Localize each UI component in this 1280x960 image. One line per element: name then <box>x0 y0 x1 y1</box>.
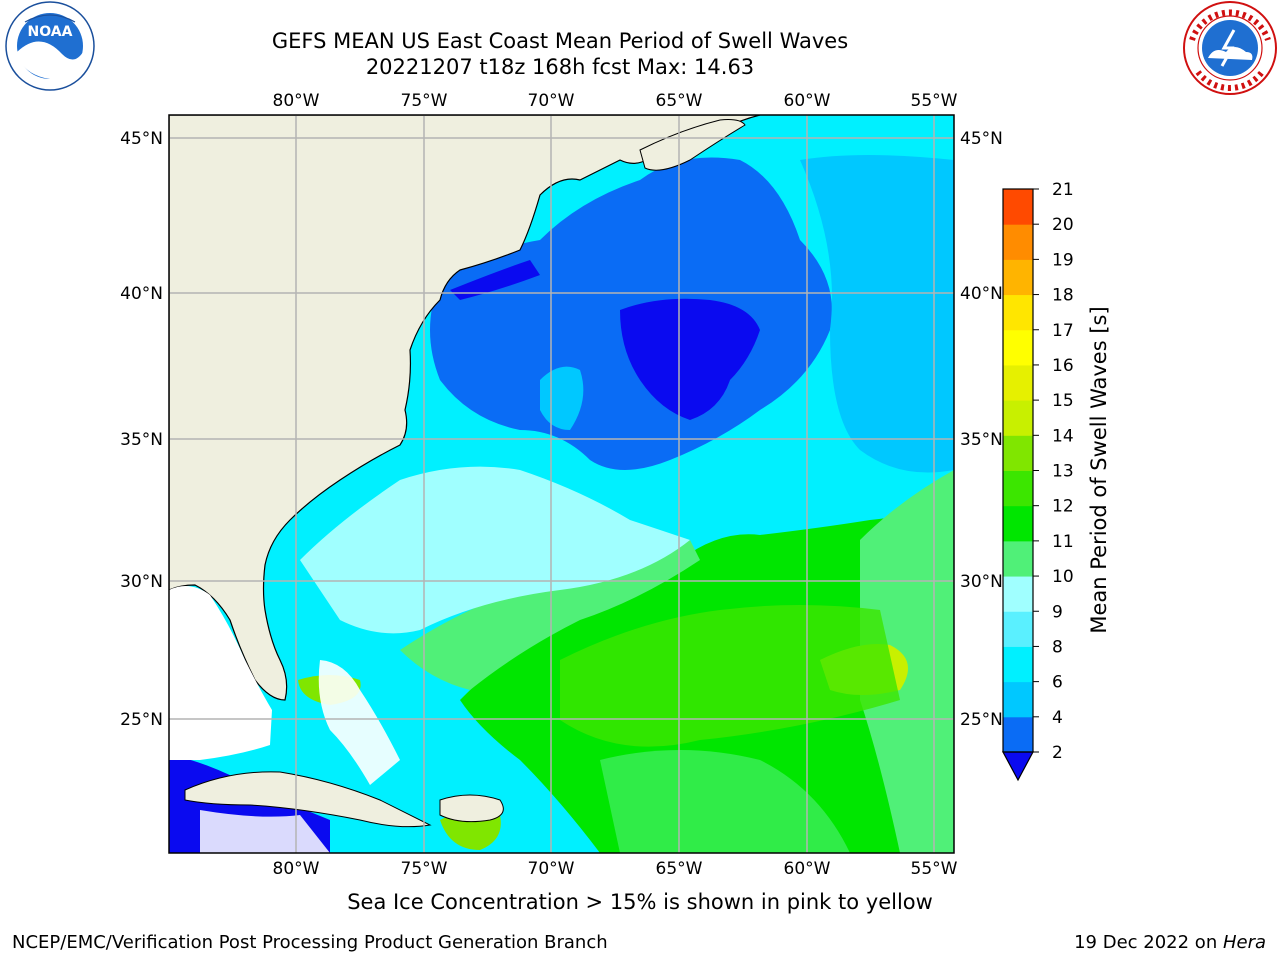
lat-label-left: 40°N <box>120 284 163 304</box>
footer-credit: NCEP/EMC/Verification Post Processing Pr… <box>12 932 608 953</box>
lon-label-bottom: 60°W <box>784 859 831 879</box>
chart-subtitle: 20221207 t18z 168h fcst Max: 14.63 <box>365 55 755 79</box>
colorbar-tick-label: 8 <box>1052 637 1063 657</box>
lon-label-bottom: 55°W <box>911 859 958 879</box>
lon-label-bottom: 65°W <box>656 859 703 879</box>
colorbar-tick-label: 15 <box>1052 391 1074 411</box>
colorbar-segment <box>1003 646 1033 683</box>
colorbar-segment <box>1003 611 1033 647</box>
colorbar: 2 4 6 8 9 10 11 12 13 14 15 16 17 18 19 20 21 <box>1001 180 1074 782</box>
colorbar-segment <box>1003 505 1033 542</box>
swell-zone-9-10s-east <box>860 470 954 853</box>
colorbar-tick-label: 21 <box>1052 180 1074 200</box>
colorbar-tick-label: 11 <box>1052 532 1074 552</box>
lat-label-right: 25°N <box>960 710 1003 730</box>
colorbar-segment <box>1003 294 1033 331</box>
colorbar-segment <box>1003 540 1033 577</box>
map-frame <box>168 114 955 854</box>
land-hispaniola <box>439 794 504 823</box>
land-us-east-coast <box>169 115 761 701</box>
colorbar-label: Mean Period of Swell Waves [s] <box>1087 306 1111 633</box>
land-cuba <box>184 771 432 828</box>
colorbar-segment <box>1003 681 1033 718</box>
footer-date: 19 Dec 2022 on Hera <box>1074 932 1266 953</box>
swell-zone-10s-south <box>600 750 850 853</box>
chart-title: GEFS MEAN US East Coast Mean Period of S… <box>271 29 849 53</box>
colorbar-segment <box>1003 470 1033 507</box>
lat-label-left: 45°N <box>120 129 163 149</box>
lat-label-right: 30°N <box>960 572 1003 592</box>
colorbar-tick-label: 14 <box>1052 426 1074 446</box>
lon-label-top: 80°W <box>273 91 320 111</box>
colorbar-segment <box>1003 364 1033 401</box>
swell-zone-2-4s <box>620 298 760 420</box>
nws-logo-icon <box>1183 1 1277 95</box>
lat-label-right: 40°N <box>960 284 1003 304</box>
colorbar-tick-label: 19 <box>1052 250 1074 270</box>
lon-label-bottom: 70°W <box>528 859 575 879</box>
colorbar-tick-label: 13 <box>1052 462 1074 482</box>
lon-label-bottom: 80°W <box>273 859 320 879</box>
colorbar-tick-label: 2 <box>1052 743 1063 763</box>
colorbar-tick-label: 9 <box>1052 602 1063 622</box>
colorbar-extend-triangle <box>1001 751 1035 782</box>
bahamas-no-data <box>318 660 400 785</box>
footer-host: Hera <box>1222 932 1266 953</box>
noaa-logo-icon: NOAA <box>5 1 95 91</box>
lon-label-top: 55°W <box>911 91 958 111</box>
colorbar-segment <box>1003 259 1033 296</box>
lon-label-top: 65°W <box>656 91 703 111</box>
noaa-logo-text: NOAA <box>28 24 73 40</box>
colorbar-segment <box>1003 576 1033 612</box>
colorbar-tick-label: 12 <box>1052 497 1074 517</box>
lon-label-bottom: 75°W <box>401 859 448 879</box>
lat-label-right: 45°N <box>960 129 1003 149</box>
lat-label-right: 35°N <box>960 430 1003 450</box>
colorbar-segment <box>1003 329 1033 366</box>
colorbar-tick-label: 4 <box>1052 708 1063 728</box>
colorbar-tick-label: 20 <box>1052 215 1074 235</box>
caribbean-no-data <box>200 810 330 853</box>
lon-label-top: 60°W <box>784 91 831 111</box>
colorbar-tick-label: 17 <box>1052 321 1074 341</box>
lon-label-top: 70°W <box>528 91 575 111</box>
swell-zone-9-10s <box>400 540 700 690</box>
colorbar-tick-label: 10 <box>1052 567 1074 587</box>
land-nova-scotia <box>639 119 746 171</box>
colorbar-tick-label: 6 <box>1052 673 1063 693</box>
swell-zone-2-4s-coast <box>450 260 540 300</box>
colorbar-tick-label: 16 <box>1052 356 1074 376</box>
lat-label-left: 25°N <box>120 710 163 730</box>
lon-label-top: 75°W <box>401 91 448 111</box>
colorbar-segment <box>1003 189 1033 225</box>
gulf-no-data <box>169 586 272 760</box>
colorbar-segment <box>1003 224 1033 260</box>
lat-label-left: 30°N <box>120 572 163 592</box>
colorbar-segment <box>1003 435 1033 471</box>
colorbar-segment <box>1003 716 1033 753</box>
swell-zone-6-8s-east <box>800 155 954 473</box>
footer-date-text: 19 Dec 2022 on <box>1074 932 1223 953</box>
colorbar-tick-label: 18 <box>1052 286 1074 306</box>
colorbar-segment <box>1003 400 1033 436</box>
swell-zone-11-12s <box>560 605 900 747</box>
swell-zone-8-9s <box>300 466 690 634</box>
caption: Sea Ice Concentration > 15% is shown in … <box>347 890 933 914</box>
lat-label-left: 35°N <box>120 430 163 450</box>
